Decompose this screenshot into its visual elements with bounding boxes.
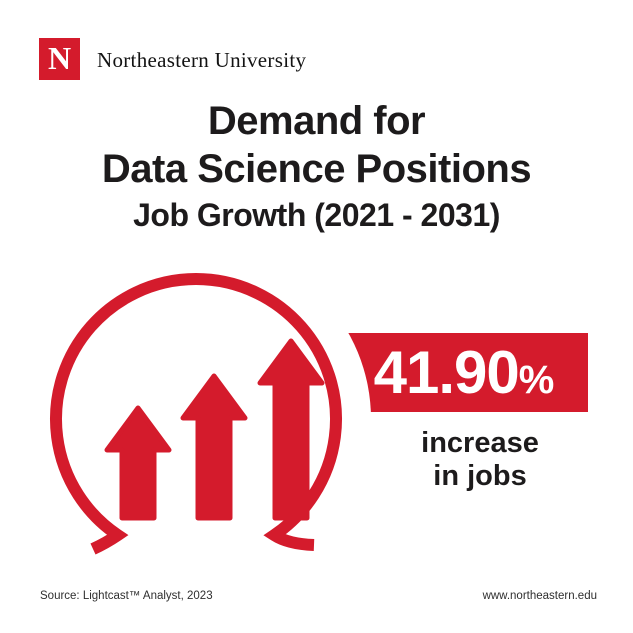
page-subtitle: Job Growth (2021 - 2031) [133, 197, 500, 233]
title-line-2: Data Science Positions [101, 147, 532, 191]
stat-label-line-2: in jobs [433, 460, 527, 492]
percent-sign: % [518, 358, 555, 402]
source-note: Source: Lightcast™ Analyst, 2023 [40, 590, 213, 602]
stat-number: 41.90 [373, 339, 520, 406]
title-line-1: Demand for [207, 99, 426, 143]
growth-arrow-large-icon [257, 338, 325, 521]
stat-value: 41.90% [340, 333, 588, 412]
wordmark: Northeastern University [97, 48, 307, 72]
growth-arrow-medium-icon [180, 373, 248, 521]
growth-arrow-small-icon [104, 405, 172, 521]
logo-n-icon: N [47, 40, 72, 76]
page-title: Demand for Data Science Positions [0, 97, 633, 193]
northeastern-logo: N [39, 38, 80, 80]
website-url: www.northeastern.edu [482, 590, 597, 602]
stat-label: increase in jobs [370, 427, 590, 493]
stat-label-line-1: increase [421, 427, 539, 459]
